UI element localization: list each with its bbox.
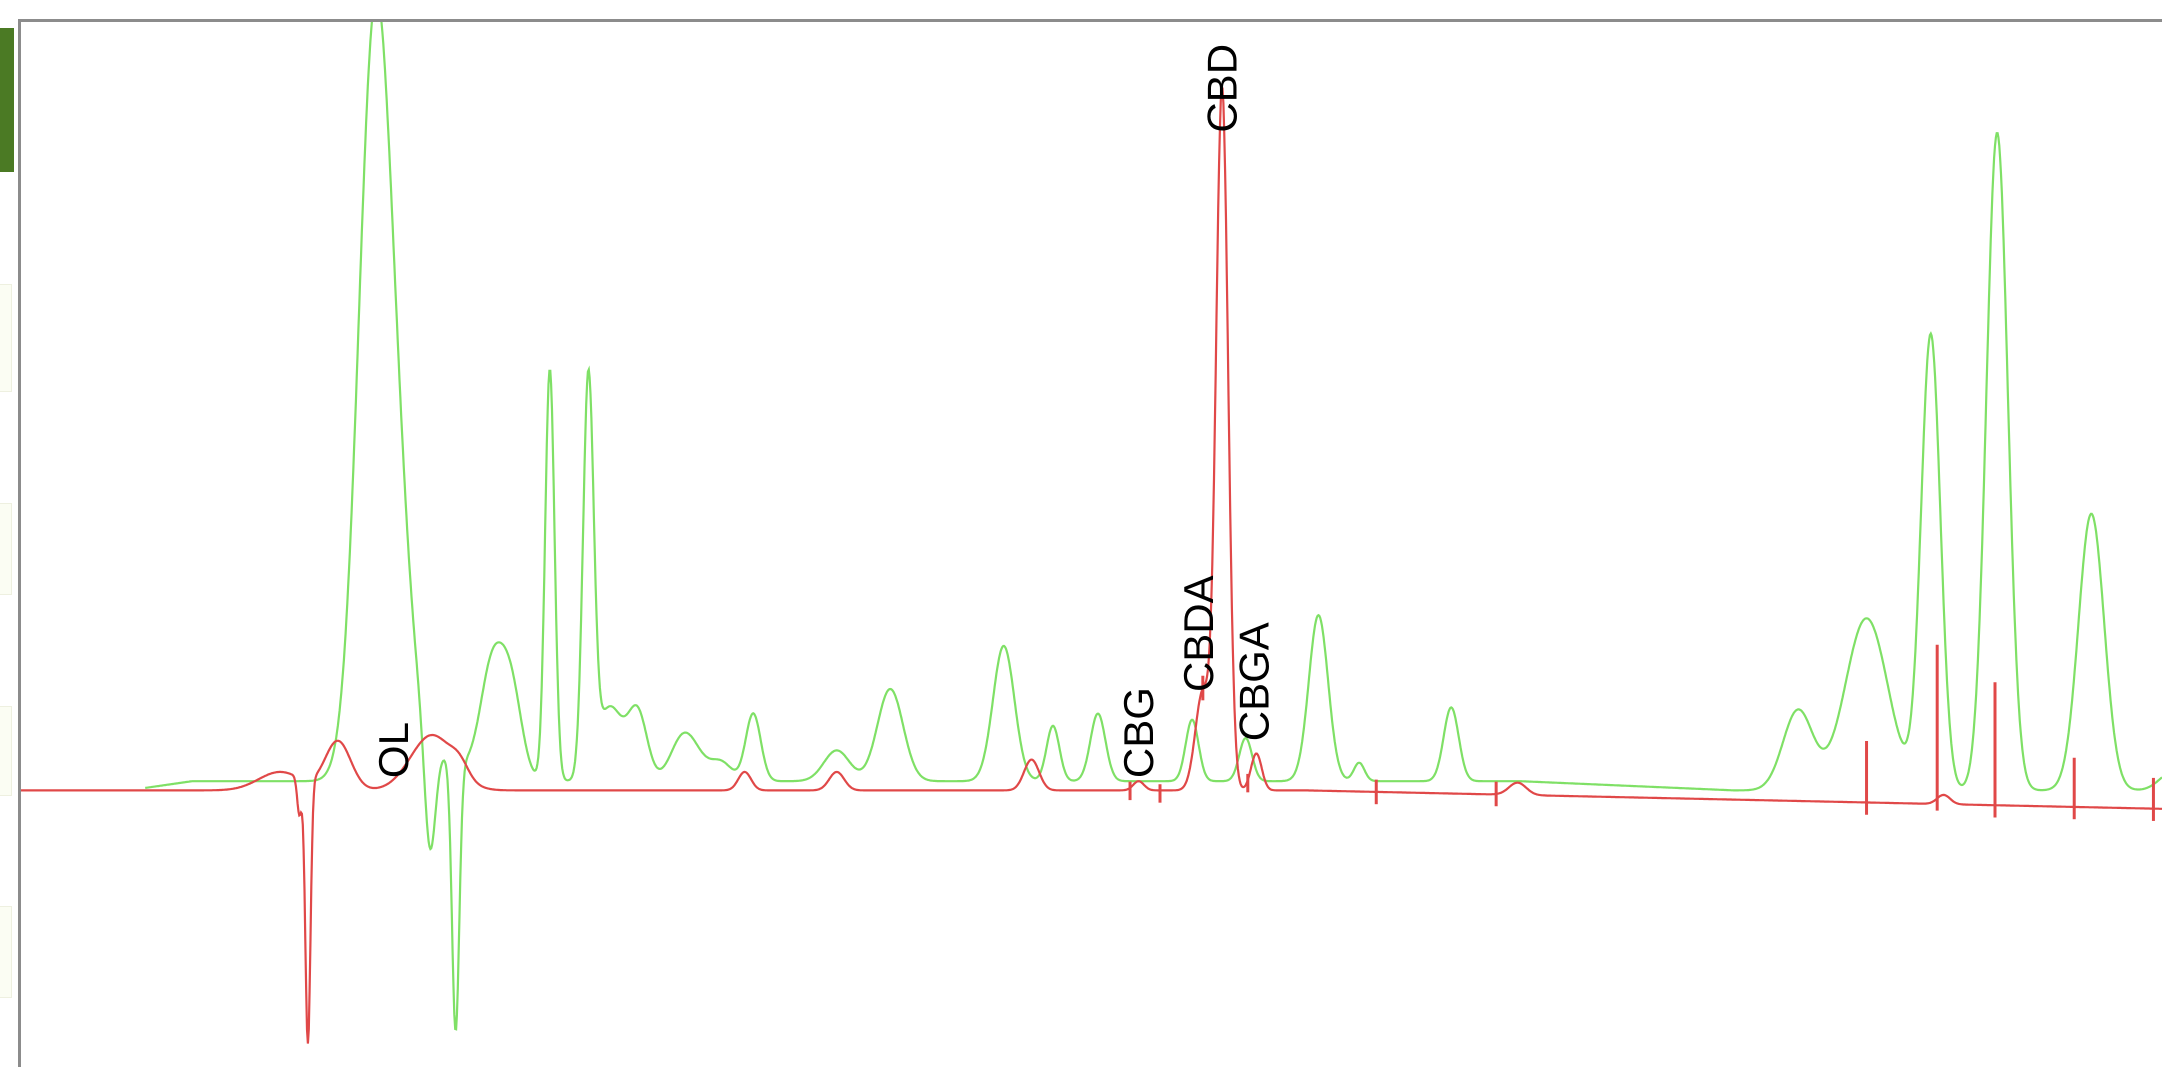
peak-labels-layer: CBD CBDA CBGA CBG OL xyxy=(370,44,1278,778)
side-panel-stub xyxy=(0,706,12,796)
peak-label-ol: OL xyxy=(370,722,417,778)
series-1-trace xyxy=(145,22,2162,1031)
peak-label-cbga: CBGA xyxy=(1231,622,1278,741)
side-panel-stub xyxy=(0,503,12,595)
peak-label-cbda: CBDA xyxy=(1175,575,1222,692)
green-side-tab[interactable] xyxy=(0,28,14,172)
peak-label-cbd: CBD xyxy=(1199,44,1246,133)
chromatogram-chart: CBD CBDA CBGA CBG OL xyxy=(21,22,2162,1044)
peak-label-cbg: CBG xyxy=(1115,687,1162,778)
series-layer xyxy=(21,22,2162,1044)
side-panel-stub xyxy=(0,284,12,392)
integration-marks-layer xyxy=(1128,644,2155,821)
series-2-trace xyxy=(21,84,2162,1044)
side-panel-stub xyxy=(0,906,12,998)
chart-frame: CBD CBDA CBGA CBG OL xyxy=(18,19,2162,1067)
